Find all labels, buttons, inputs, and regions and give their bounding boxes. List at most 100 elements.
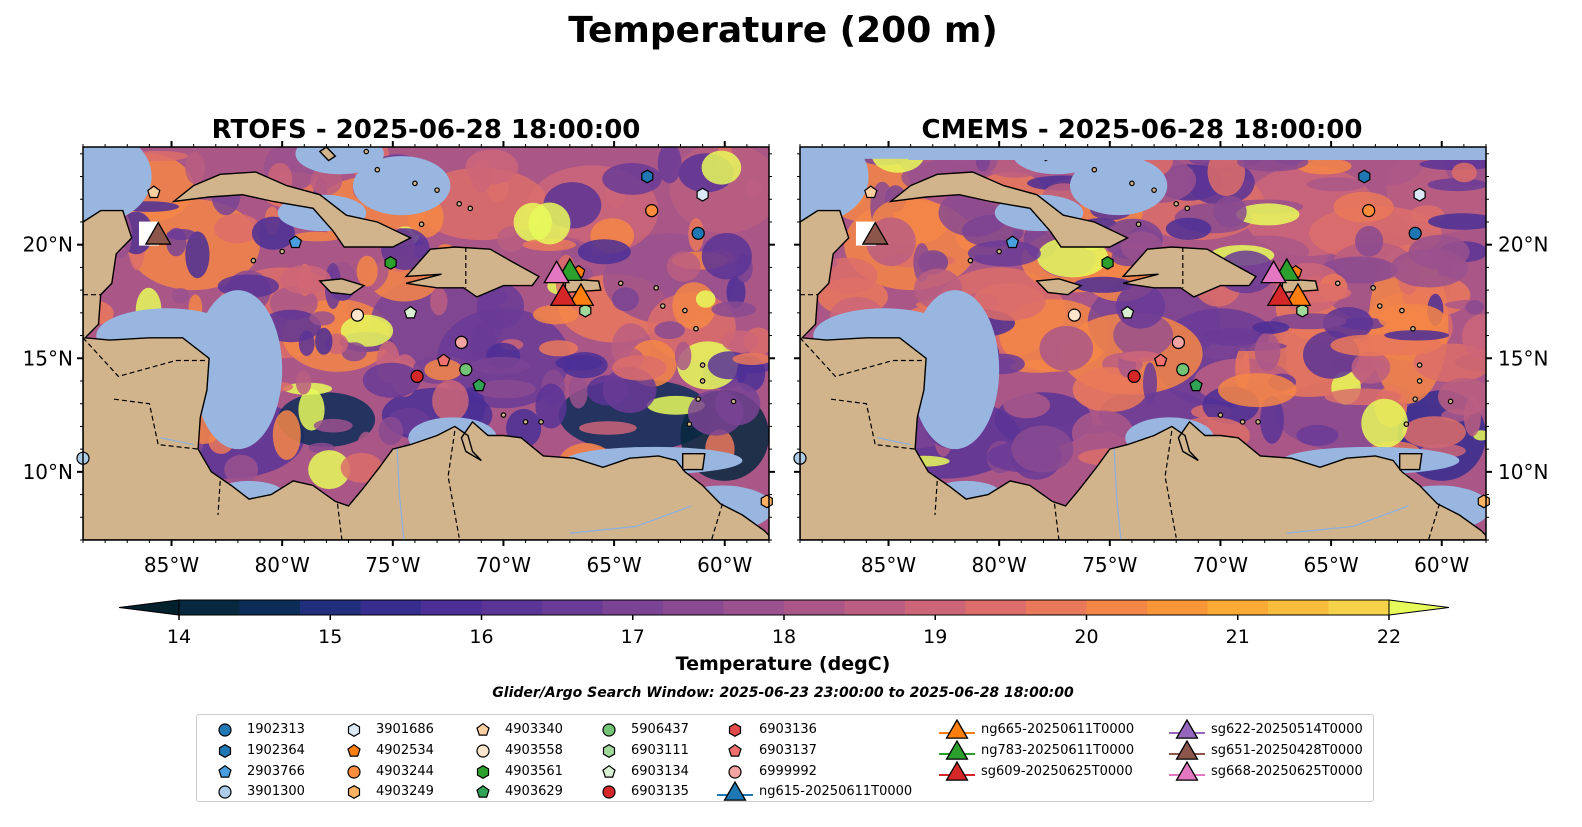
legend-glider-marker xyxy=(1175,760,1199,781)
colorbar-label: Temperature (degC) xyxy=(676,653,891,675)
legend-label: sg668-20250625T0000 xyxy=(1211,763,1363,779)
glider-sg651-20250428T0000 xyxy=(861,221,889,245)
lon-tick-label: 70°W xyxy=(476,553,531,577)
map-frame xyxy=(799,146,1487,541)
colorbar-tick-label: 16 xyxy=(469,626,493,648)
legend-label: 4903558 xyxy=(505,742,563,758)
legend-label: 1902313 xyxy=(247,722,305,737)
legend-float-marker xyxy=(347,743,361,757)
colorbar-tick-label: 20 xyxy=(1074,626,1098,648)
colorbar-segment xyxy=(421,600,483,615)
legend-float-marker xyxy=(218,723,232,737)
argo-float-5906437 xyxy=(459,363,473,377)
pentagon-marker-icon xyxy=(728,743,742,757)
legend-float-marker xyxy=(476,744,490,758)
argo-float-6903135 xyxy=(410,369,424,383)
colorbar-segment xyxy=(239,600,301,615)
circle-marker-icon xyxy=(728,764,742,779)
colorbar-segment xyxy=(360,600,422,615)
colorbar-segment xyxy=(179,600,241,615)
argo-float-4903249 xyxy=(1477,494,1490,509)
colorbar-segment xyxy=(905,600,967,615)
argo-float-6903137 xyxy=(1153,353,1168,367)
lon-tick-label: 65°W xyxy=(1303,553,1358,577)
colorbar-segment xyxy=(481,600,543,615)
map-frame xyxy=(82,146,770,541)
colorbar-tick-label: 21 xyxy=(1226,626,1250,648)
triangle-marker-icon xyxy=(939,719,975,739)
lat-tick-label: 20°N xyxy=(23,233,73,257)
triangle-marker-icon xyxy=(1169,739,1205,760)
circle-marker-icon xyxy=(218,785,232,799)
colorbar-tick-label: 14 xyxy=(167,626,191,648)
legend-label: sg609-20250625T0000 xyxy=(981,763,1133,779)
legend-glider-marker xyxy=(1175,739,1199,760)
argo-float-6903137 xyxy=(436,353,451,367)
argo-float-4903249 xyxy=(760,494,773,509)
legend-label: 2903766 xyxy=(247,763,305,779)
legend-label: 4902534 xyxy=(376,742,434,758)
colorbar-segment xyxy=(1147,600,1209,615)
argo-float-5906437 xyxy=(1176,363,1190,377)
argo-float-1902313 xyxy=(1408,226,1422,240)
argo-float-1902364 xyxy=(1358,169,1371,184)
map-panel-cmems: CMEMS - 2025-06-28 18:00:00 85°W 80°W 75°W… xyxy=(793,115,1548,577)
legend-label: 6903137 xyxy=(759,742,817,758)
legend-label: 6999992 xyxy=(759,763,817,779)
lon-tick-label: 60°W xyxy=(1414,553,1469,577)
glider-ng665-20250611T0000 xyxy=(1284,282,1312,307)
legend-float-marker xyxy=(476,785,490,799)
lat-tick-label: 20°N xyxy=(1498,233,1548,257)
colorbar-segment xyxy=(1268,600,1330,615)
legend-float-marker xyxy=(218,785,232,799)
legend-glider-marker xyxy=(945,739,969,760)
hexagon-marker-icon xyxy=(476,764,490,779)
lon-tick-label: 80°W xyxy=(255,553,310,577)
colorbar-segment xyxy=(723,600,785,615)
argo-float-4903629 xyxy=(472,378,486,392)
legend-glider-marker xyxy=(1175,719,1199,739)
pentagon-marker-icon xyxy=(476,785,490,799)
argo-float-4903558 xyxy=(1067,308,1082,322)
legend-float-marker xyxy=(728,764,742,779)
legend: 1902313 1902364 2903766 3901300 3901686 4902… xyxy=(196,714,1374,802)
glider-sg609-20250625T0000 xyxy=(1266,282,1294,307)
float-markers xyxy=(793,169,1490,509)
panel-title-cmems: CMEMS - 2025-06-28 18:00:00 xyxy=(922,115,1363,145)
legend-label: 5906437 xyxy=(631,722,689,737)
colorbar-segment xyxy=(542,600,604,615)
argo-float-4903244 xyxy=(645,204,659,218)
legend-float-marker xyxy=(218,743,232,758)
colorbar-tick-label: 18 xyxy=(772,626,796,648)
legend-label: 4903244 xyxy=(376,763,434,779)
triangle-marker-icon xyxy=(939,739,975,760)
triangle-marker-icon xyxy=(717,781,753,802)
legend-label: 4903249 xyxy=(376,784,434,800)
lon-tick-label: 75°W xyxy=(1082,553,1137,577)
argo-float-4903561 xyxy=(384,255,397,270)
argo-float-2903766 xyxy=(1005,235,1020,249)
legend-glider-marker xyxy=(723,781,747,802)
circle-marker-icon xyxy=(218,723,232,737)
triangle-marker-icon xyxy=(1169,719,1205,739)
argo-float-4903558 xyxy=(350,308,364,322)
lon-tick-label: 85°W xyxy=(144,553,199,577)
legend-float-marker xyxy=(347,764,361,779)
colorbar-segment xyxy=(1086,600,1148,615)
colorbar-tick-label: 22 xyxy=(1377,626,1401,648)
legend-glider-marker xyxy=(945,719,969,739)
pentagon-marker-icon xyxy=(347,743,361,757)
hexagon-marker-icon xyxy=(602,743,616,758)
search-window-text: Glider/Argo Search Window: 2025-06-23 23… xyxy=(492,685,1074,701)
circle-marker-icon xyxy=(347,764,361,779)
legend-float-marker xyxy=(602,743,616,758)
legend-label: 3901686 xyxy=(376,722,434,737)
argo-float-6903134 xyxy=(403,305,418,319)
legend-label: 6903135 xyxy=(631,784,689,800)
lat-tick-label: 15°N xyxy=(23,346,73,370)
argo-float-4903244 xyxy=(1362,204,1376,218)
circle-marker-icon xyxy=(476,744,490,758)
glider-sg609-20250625T0000 xyxy=(549,282,577,307)
argo-float-4903340 xyxy=(147,185,161,199)
